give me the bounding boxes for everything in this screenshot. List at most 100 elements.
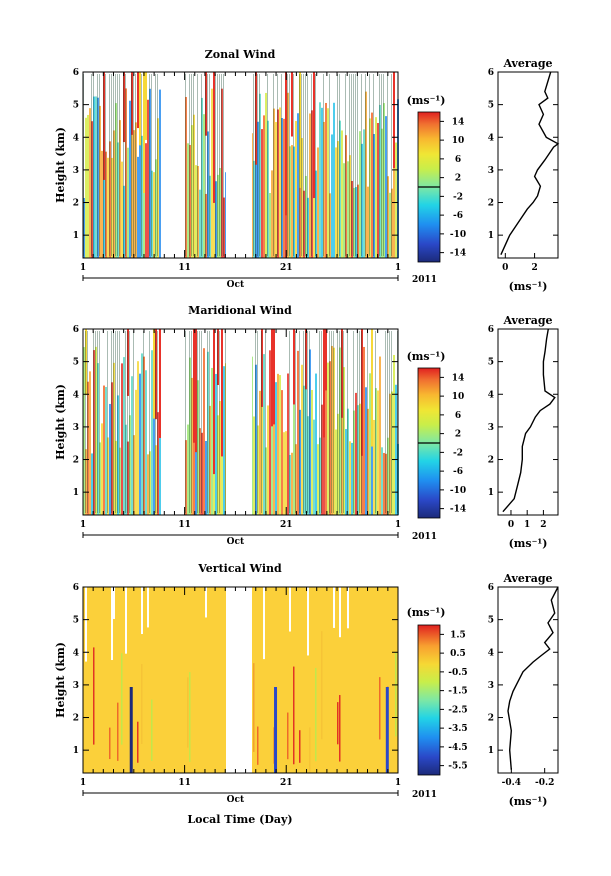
heatmap-cell [201, 97, 203, 258]
heatmap-cell [345, 135, 347, 258]
heatmap-cell [255, 331, 256, 513]
heatmap-cell [137, 72, 139, 129]
y-tick-label: 2 [73, 714, 79, 724]
cbar-tick-label: 6 [455, 155, 461, 165]
avg-y-tick-label: 2 [488, 714, 494, 724]
heatmap-cell [191, 377, 193, 515]
heatmap-cell [113, 587, 115, 619]
heatmap-cell [217, 174, 219, 258]
heatmap-cell [353, 74, 354, 256]
heatmap-cell [293, 389, 295, 515]
heatmap-cell [333, 102, 335, 258]
heatmap-cell [125, 331, 126, 513]
heatmap-cell [111, 587, 113, 661]
heatmap-cell [273, 329, 275, 425]
heatmap-cell [97, 363, 99, 515]
heatmap-cell [355, 187, 357, 258]
heatmap-cell [219, 401, 221, 515]
heatmap-cell [259, 74, 260, 256]
heatmap-cell [333, 331, 334, 513]
heatmap-cell [125, 74, 126, 256]
heatmap-cell [213, 329, 215, 475]
heatmap-cell [207, 331, 208, 513]
heatmap-cell [335, 429, 337, 515]
heatmap-cell [187, 143, 189, 258]
heatmap-cell [289, 454, 291, 515]
vertical-avg-axes: 1 2 3 4 5 6 -0.4 -0.2 [488, 583, 559, 788]
vertical-data-gap [226, 587, 252, 773]
heatmap-cell [117, 331, 118, 513]
heatmap-cell [221, 88, 223, 258]
heatmap-cell [109, 74, 110, 256]
heatmap-cell [253, 416, 255, 515]
heatmap-cell [155, 74, 156, 256]
x-tick-label: 1 [80, 778, 86, 788]
y-tick-label: 2 [73, 456, 79, 466]
heatmap-cell [381, 447, 383, 515]
heatmap-cell [191, 74, 192, 256]
heatmap-cell [185, 331, 186, 513]
heatmap-cell [105, 151, 107, 258]
heatmap-cell [205, 441, 207, 515]
y-tick-label: 3 [73, 166, 79, 176]
heatmap-cell [93, 647, 95, 745]
heatmap-cell [219, 168, 221, 258]
heatmap-cell [379, 677, 381, 740]
heatmap-cell [117, 702, 119, 761]
vertical-avg-frame [497, 586, 559, 774]
heatmap-cell [277, 74, 278, 256]
heatmap-cell [361, 412, 363, 515]
meridional-title: Maridional Wind [188, 304, 292, 317]
heatmap-cell [119, 74, 120, 256]
heatmap-cell [85, 587, 87, 662]
meridional-avg-frame [497, 328, 559, 516]
avg-y-tick-label: 3 [488, 166, 494, 176]
heatmap-cell [361, 329, 363, 456]
heatmap-cell [269, 350, 271, 515]
heatmap-cell [87, 331, 88, 513]
heatmap-cell [127, 441, 129, 515]
heatmap-cell [207, 74, 208, 256]
heatmap-cell [383, 452, 385, 515]
heatmap-cell [199, 428, 201, 515]
y-tick-label: 1 [73, 488, 79, 498]
heatmap-cell [141, 135, 143, 258]
heatmap-cell [139, 72, 141, 146]
heatmap-cell [369, 373, 371, 515]
meridional-heatmap [83, 329, 399, 515]
heatmap-cell [389, 393, 391, 515]
heatmap-cell [385, 116, 387, 258]
heatmap-cell [391, 331, 392, 513]
cbar-tick-label: -4.5 [448, 743, 467, 753]
heatmap-cell [107, 437, 109, 515]
heatmap-cell [317, 147, 319, 258]
heatmap-cell [149, 88, 151, 259]
avg-y-tick-label: 1 [488, 746, 494, 756]
heatmap-cell [135, 122, 137, 258]
heatmap-cell [349, 155, 351, 258]
heatmap-cell [375, 388, 377, 515]
heatmap-cell [325, 363, 327, 515]
y-tick-label: 5 [73, 616, 79, 626]
heatmap-cell [139, 373, 141, 515]
month-label: Oct [227, 537, 245, 547]
avg-y-tick-label: 6 [488, 68, 494, 78]
cbar-tick-label: 0.5 [450, 649, 466, 659]
heatmap-cell [263, 115, 265, 259]
heatmap-cell [123, 74, 124, 256]
heatmap-cell [129, 100, 131, 258]
heatmap-cell [105, 386, 107, 515]
heatmap-cell [141, 74, 142, 256]
zonal-avg-frame [497, 71, 559, 259]
heatmap-cell [313, 72, 315, 199]
heatmap-cell [301, 138, 303, 258]
cbar-tick-label: 10 [452, 136, 465, 146]
heatmap-cell [293, 146, 295, 258]
avg-x-tick-label: 1 [524, 520, 530, 530]
heatmap-cell [187, 677, 189, 748]
heatmap-cell [391, 391, 393, 515]
heatmap-cell [189, 331, 190, 513]
x-tick-label: 21 [280, 263, 293, 273]
x-tick-label: 1 [395, 520, 401, 530]
